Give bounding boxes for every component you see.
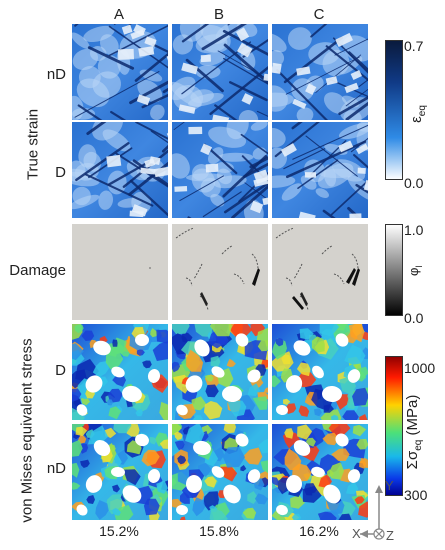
group-label-damage: Damage	[9, 262, 66, 279]
panel-stress-nd-b	[172, 424, 268, 520]
axis-x-label: X	[352, 526, 361, 541]
strain-value-c: 16.2%	[299, 523, 339, 539]
damage-colorbar-max: 1.0	[404, 222, 424, 238]
damage-colorbar-label: φl	[406, 265, 424, 277]
stress-colorbar-min: 300	[404, 487, 428, 503]
column-header-a: A	[113, 6, 124, 23]
axis-z-label: Z	[386, 528, 394, 543]
panel-strain-d-b	[172, 122, 268, 218]
stress-colorbar-max: 1000	[404, 360, 436, 376]
panel-damage-b	[172, 224, 268, 320]
strain-colorbar-min: 0.0	[404, 175, 424, 191]
row-label-d-stress: D	[55, 362, 66, 379]
damage-colorbar-min: 0.0	[404, 310, 424, 326]
group-label-stress: von Mises equivalent stress	[18, 338, 36, 523]
row-label-nd-strain: nD	[46, 66, 66, 83]
group-label-true-strain: True strain	[24, 108, 42, 181]
panel-strain-nd-c	[272, 24, 368, 120]
strain-value-b: 15.8%	[199, 523, 239, 539]
panel-stress-nd-c	[272, 424, 368, 520]
strain-colorbar-label: εeq	[408, 105, 428, 123]
panel-strain-d-a	[72, 122, 168, 218]
panel-stress-nd-a	[72, 424, 168, 520]
column-header-b: B	[213, 6, 224, 23]
panel-stress-d-b	[172, 324, 268, 420]
panel-strain-nd-b	[172, 24, 268, 120]
row-label-nd-stress: nD	[46, 460, 66, 477]
panel-strain-d-c	[272, 122, 368, 218]
strain-colorbar-max: 0.7	[404, 38, 424, 54]
stress-colorbar-label: Σσeq (MPa)	[404, 394, 424, 470]
strain-value-a: 15.2%	[99, 523, 139, 539]
axis-y-label: Y	[385, 478, 394, 493]
row-label-d-strain: D	[55, 164, 66, 181]
panel-stress-d-c	[272, 324, 368, 420]
panel-strain-nd-a	[72, 24, 168, 120]
panel-stress-d-a	[72, 324, 168, 420]
panel-damage-a	[72, 224, 168, 320]
panel-damage-c	[272, 224, 368, 320]
column-header-c: C	[313, 6, 325, 23]
